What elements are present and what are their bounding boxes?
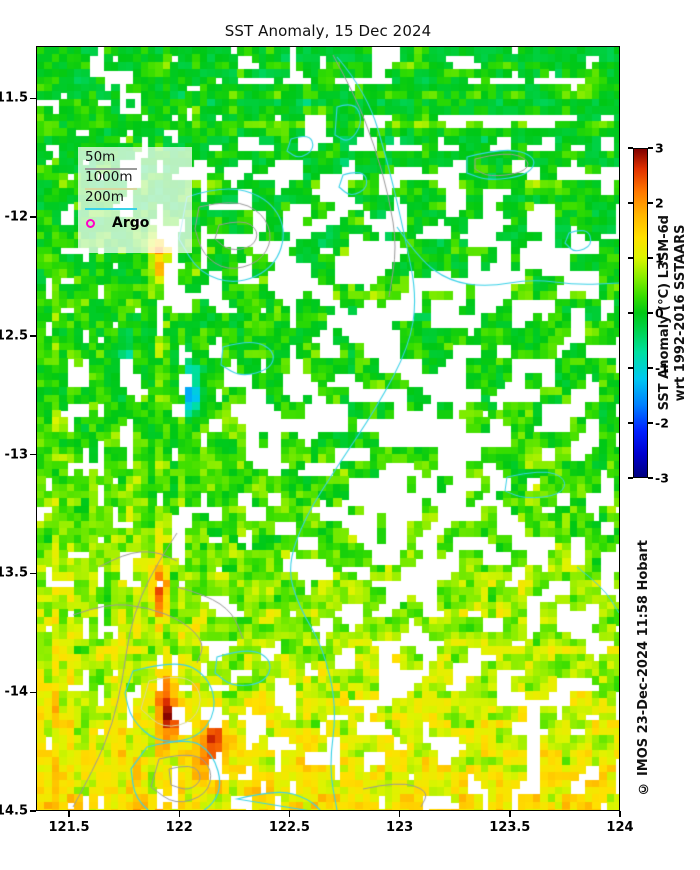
legend-label-200m: 200m [85, 189, 124, 205]
colorbar-tick-label-0: 3 [655, 140, 664, 156]
colorbar-tickmark-left [628, 312, 633, 314]
y-tick-label-5: -14 [4, 684, 29, 700]
legend-label-1000m: 1000m [85, 169, 133, 185]
y-tick-label-2: -12.5 [0, 328, 28, 344]
x-tickmark [399, 811, 401, 817]
legend-swatch-50m [85, 168, 137, 170]
colorbar-tickmark-left [628, 257, 633, 259]
colorbar-tickmark [648, 477, 653, 479]
x-tickmark [619, 811, 621, 817]
map-legend: 50m 1000m 200m Argo [78, 147, 192, 253]
y-tick-label-6: -14.5 [0, 803, 28, 819]
colorbar-tickmark [648, 367, 653, 369]
x-tickmark [288, 811, 291, 817]
colorbar-tickmark [648, 422, 653, 424]
x-tickmark [509, 811, 511, 817]
legend-swatch-200m [85, 208, 137, 210]
credit-text: © IMOS 23-Dec-2024 11:58 Hobart [636, 540, 651, 796]
y-tick-label-0: -11.5 [0, 90, 28, 106]
map-axes[interactable]: 50m 1000m 200m Argo [36, 46, 620, 811]
legend-label-argo: Argo [112, 215, 150, 231]
x-tick-label-4: 123.5 [489, 820, 531, 835]
y-tick-label-3: -13 [4, 447, 29, 463]
colorbar-tickmark-left [628, 422, 633, 424]
y-tickmark [30, 810, 36, 812]
x-tick-label-0: 121.5 [48, 820, 90, 835]
legend-label-50m: 50m [85, 149, 116, 165]
x-tickmark [178, 811, 180, 817]
y-tickmark [30, 454, 36, 456]
y-tick-label-4: -13.5 [0, 565, 28, 581]
circle-marker-icon [86, 218, 95, 228]
legend-entry-argo: Argo [86, 215, 149, 231]
colorbar-gradient [633, 148, 648, 478]
x-tick-label-3: 123 [386, 820, 414, 835]
x-tick-label-2: 122.5 [268, 820, 310, 835]
colorbar-tickmark-left [628, 367, 633, 369]
y-tickmark [30, 335, 36, 337]
colorbar-tickmark [648, 257, 653, 259]
colorbar-tickmark [648, 202, 653, 204]
x-tick-label-1: 122 [165, 820, 193, 835]
colorbar-tickmark [648, 147, 653, 149]
colorbar-tick-label-4: -1 [655, 360, 669, 376]
x-tickmark [68, 811, 70, 817]
colorbar-tick-label-3: 0 [655, 305, 664, 321]
y-tickmark [30, 691, 36, 693]
y-tickmark [30, 97, 36, 99]
legend-swatch-1000m [85, 188, 137, 190]
y-tick-label-1: -12 [4, 209, 29, 225]
colorbar-tickmark-left [628, 147, 633, 149]
colorbar-tick-label-2: 1 [655, 250, 664, 266]
colorbar-tick-label-6: -3 [655, 470, 669, 486]
colorbar-tickmark-left [628, 477, 633, 479]
colorbar-tickmark [648, 312, 653, 314]
page-title: SST Anomaly, 15 Dec 2024 [224, 22, 432, 40]
colorbar-tickmark-left [628, 202, 633, 204]
colorbar-tick-label-1: 2 [655, 195, 664, 211]
y-tickmark [30, 572, 36, 575]
x-tick-label-5: 124 [606, 820, 634, 835]
colorbar-tick-label-5: -2 [655, 415, 669, 431]
y-tickmark [30, 216, 36, 218]
